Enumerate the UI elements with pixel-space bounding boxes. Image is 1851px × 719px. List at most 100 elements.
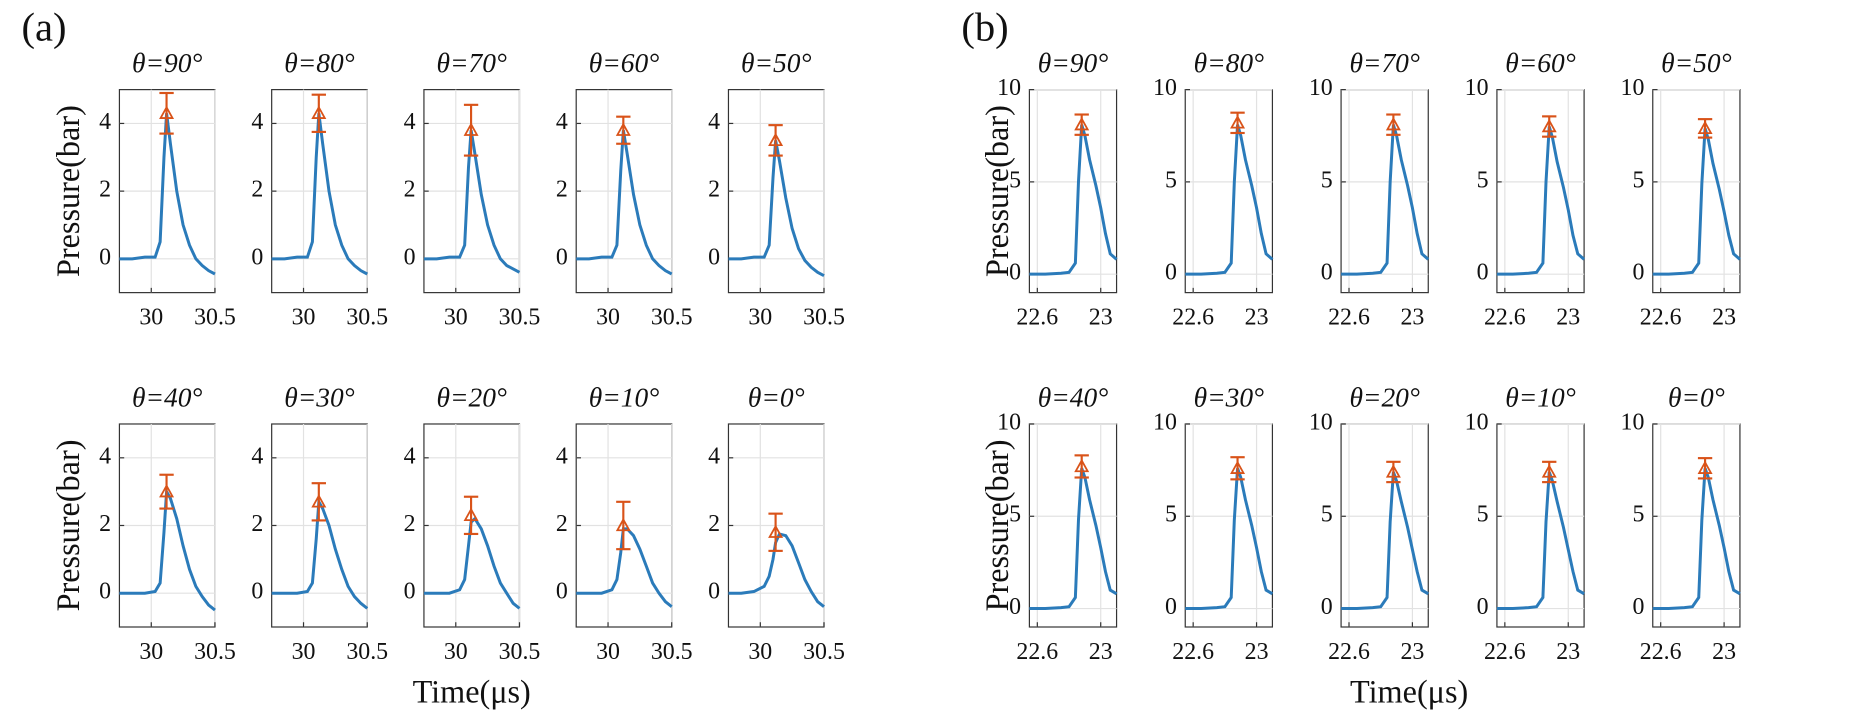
subplot-title: θ=30°: [284, 382, 354, 412]
x-tick-label: 30.5: [803, 639, 845, 665]
y-tick-label: 4: [708, 443, 720, 469]
y-tick-label: 2: [99, 177, 111, 203]
y-tick-label: 10: [1153, 75, 1177, 101]
peak-marker: [768, 132, 784, 147]
subplot-title: θ=80°: [1194, 48, 1264, 78]
subplot-title: θ=40°: [132, 382, 202, 412]
subplot-title: θ=0°: [1668, 382, 1725, 412]
subplot-title: θ=60°: [589, 48, 659, 78]
x-tick-label: 23: [1712, 639, 1736, 665]
waveform: [576, 527, 673, 608]
subplot-title: θ=80°: [284, 48, 354, 78]
y-tick-label: 0: [556, 244, 568, 270]
x-tick-label: 30: [292, 304, 316, 330]
waveform: [119, 486, 216, 612]
plot-frame: [1028, 89, 1118, 294]
y-tick-label: 10: [1621, 75, 1645, 101]
y-tick-label: 0: [1477, 260, 1489, 286]
y-tick-label: 5: [1632, 167, 1644, 193]
x-tick-label: 30.5: [194, 639, 236, 665]
x-tick-label: 30.5: [651, 639, 693, 665]
x-tick-label: 30.5: [346, 304, 388, 330]
peak-marker: [311, 105, 327, 119]
waveform: [271, 113, 368, 276]
y-tick-label: 0: [556, 579, 568, 605]
plot-frame: [1340, 89, 1429, 294]
peak-marker: [1697, 460, 1713, 474]
y-tick-label: 0: [1321, 594, 1333, 620]
x-tick-label: 30.5: [346, 639, 388, 665]
y-tick-label: 4: [708, 109, 720, 135]
peak-marker: [1074, 458, 1090, 473]
y-tick-label: 0: [708, 579, 720, 605]
waveform: [1185, 124, 1274, 276]
y-tick-label: 0: [1009, 594, 1021, 620]
x-tick-label: 23: [1245, 304, 1269, 330]
peak-marker: [1385, 116, 1401, 131]
y-tick-label: 10: [997, 75, 1021, 101]
subplot-title: θ=90°: [132, 48, 202, 78]
waveform: [576, 129, 673, 276]
x-tick-label: 23: [1089, 304, 1113, 330]
x-tick-label: 30.5: [803, 304, 845, 330]
x-tick-label: 22.6: [1016, 639, 1058, 665]
y-tick-label: 10: [997, 409, 1021, 435]
y-tick-label: 4: [556, 109, 568, 135]
x-axis-label: Time(μs): [413, 673, 531, 709]
waveform: [423, 129, 521, 274]
y-tick-label: 10: [1309, 409, 1333, 435]
y-axis-label: Pressure(bar): [979, 105, 1015, 277]
x-tick-label: 22.6: [1484, 304, 1526, 330]
y-tick-label: 2: [251, 177, 263, 203]
subplot-title: θ=60°: [1505, 48, 1575, 78]
y-tick-label: 5: [1477, 502, 1489, 528]
y-axis-label: Pressure(bar): [50, 105, 86, 277]
y-tick-label: 2: [708, 511, 720, 537]
y-tick-label: 0: [1632, 594, 1644, 620]
y-tick-label: 2: [404, 511, 416, 537]
x-tick-label: 22.6: [1172, 304, 1214, 330]
peak-marker: [1541, 118, 1557, 133]
subplot-title: θ=30°: [1194, 382, 1264, 412]
x-tick-label: 30.5: [651, 304, 693, 330]
x-tick-label: 30: [292, 639, 316, 665]
peak-marker: [1230, 460, 1246, 474]
subplot-title: θ=50°: [741, 48, 811, 78]
x-tick-label: 22.6: [1640, 639, 1682, 665]
panel-label: (b): [961, 4, 1008, 49]
y-tick-label: 0: [404, 579, 416, 605]
subplot-title: θ=40°: [1038, 382, 1108, 412]
waveform: [1029, 467, 1118, 610]
y-tick-label: 10: [1621, 409, 1645, 435]
plot-frame: [1652, 89, 1741, 294]
y-tick-label: 0: [1321, 260, 1333, 286]
x-tick-label: 30.5: [499, 304, 541, 330]
plot-frame: [1652, 423, 1741, 628]
peak-marker: [463, 122, 479, 136]
x-tick-label: 23: [1400, 639, 1424, 665]
y-tick-label: 10: [1465, 75, 1489, 101]
y-tick-label: 5: [1632, 502, 1644, 528]
subplot-title: θ=0°: [748, 382, 805, 412]
subplot-title: θ=10°: [1505, 382, 1575, 412]
y-tick-label: 5: [1009, 167, 1021, 193]
panel-label: (a): [21, 4, 66, 49]
y-tick-label: 2: [556, 511, 568, 537]
peak-marker: [1074, 116, 1090, 131]
subplot-title: θ=50°: [1661, 48, 1731, 78]
y-tick-label: 2: [556, 177, 568, 203]
y-tick-label: 4: [556, 443, 568, 469]
subplot-title: θ=20°: [1349, 382, 1419, 412]
plot-frame: [1184, 423, 1274, 628]
y-tick-label: 0: [1165, 594, 1177, 620]
peak-marker: [615, 122, 631, 136]
plot-frame: [1028, 423, 1118, 628]
y-tick-label: 2: [251, 511, 263, 537]
x-tick-label: 22.6: [1172, 639, 1214, 665]
plot-frame: [1496, 423, 1585, 628]
y-tick-label: 0: [251, 244, 263, 270]
y-tick-label: 5: [1165, 502, 1177, 528]
x-tick-label: 23: [1245, 639, 1269, 665]
subplot-title: θ=90°: [1038, 48, 1108, 78]
